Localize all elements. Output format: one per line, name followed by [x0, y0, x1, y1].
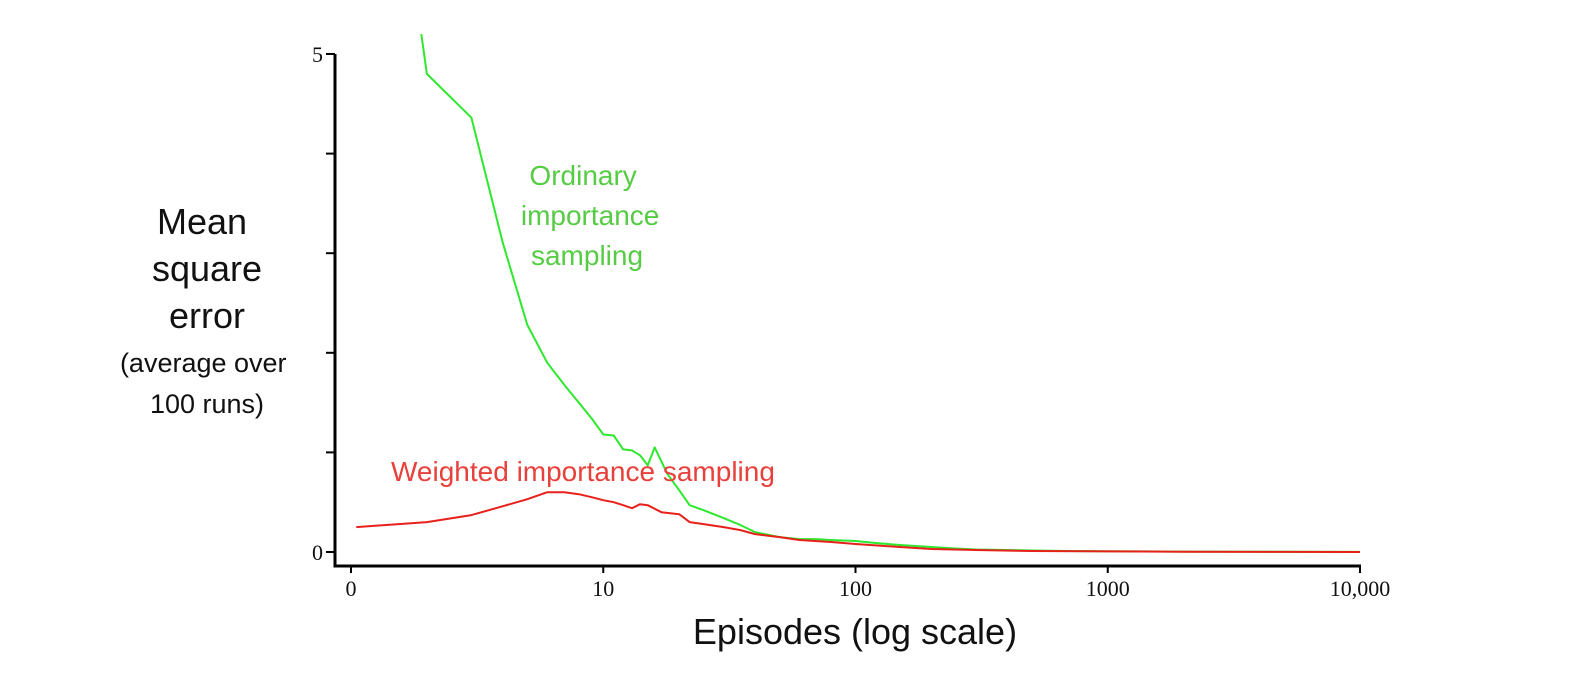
y-axis-subtitle: (average over 100 runs) — [120, 348, 294, 419]
x-tick-label: 1000 — [1086, 576, 1130, 601]
y-tick-label: 5 — [312, 42, 323, 67]
x-tick-label: 10 — [592, 576, 614, 601]
ticks: 0 5 0 10 100 1000 10,000 — [312, 42, 1390, 601]
ordinary-series-label-line: importance — [521, 200, 660, 231]
x-tick-label: 10,000 — [1330, 576, 1391, 601]
y-tick-label: 0 — [312, 540, 323, 565]
ordinary-series-label-line: sampling — [531, 240, 643, 271]
y-axis-subtitle-line: (average over — [120, 348, 287, 378]
x-tick-label: 100 — [839, 576, 872, 601]
y-axis-title-line: error — [169, 295, 245, 336]
weighted-importance-sampling-line — [356, 491, 1361, 553]
weighted-series-label: Weighted importance sampling — [391, 456, 775, 487]
ordinary-series-label: Ordinary importance sampling — [521, 160, 667, 271]
x-tick-label: 0 — [346, 576, 357, 601]
y-axis-title: Mean square error — [152, 201, 272, 336]
ordinary-series-label-line: Ordinary — [529, 160, 636, 191]
axes — [333, 54, 1361, 568]
y-axis-title-line: square — [152, 248, 262, 289]
series — [356, 33, 1361, 553]
x-axis-title: Episodes (log scale) — [693, 611, 1017, 652]
y-axis-title-line: Mean — [157, 201, 247, 242]
y-axis-subtitle-line: 100 runs) — [150, 389, 264, 419]
